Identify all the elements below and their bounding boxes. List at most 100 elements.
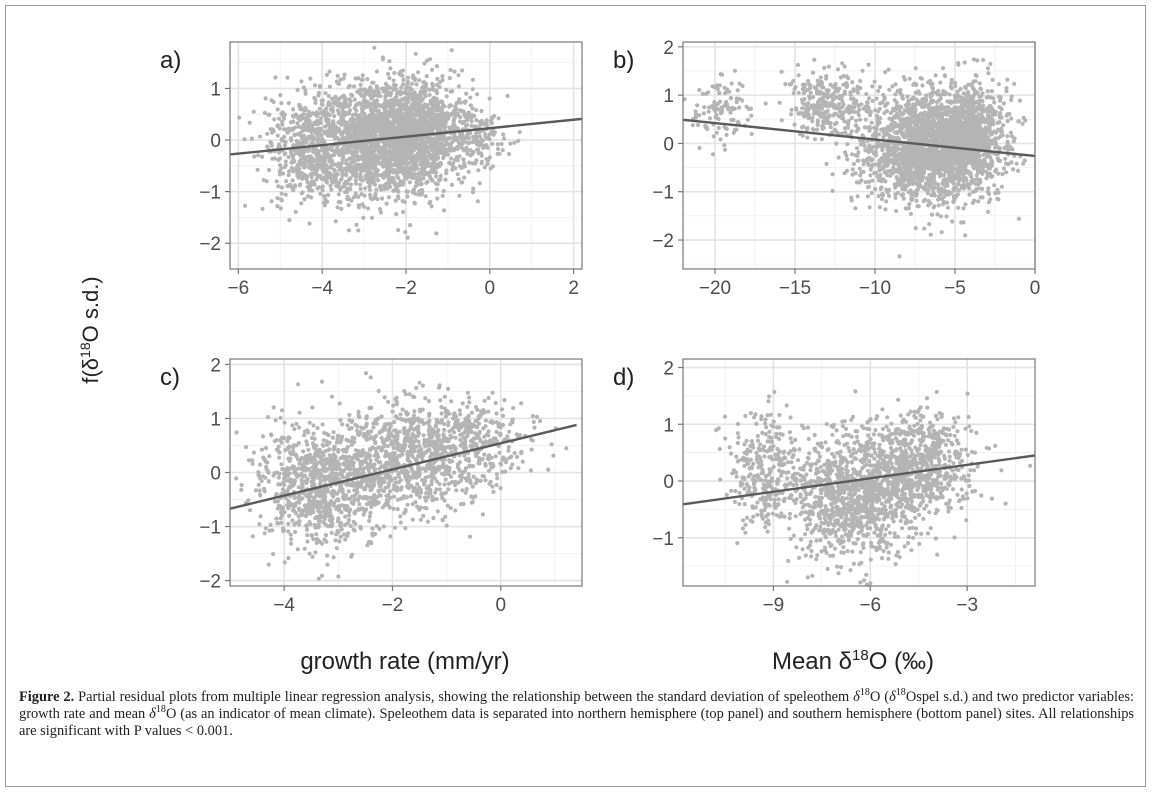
data-point [926, 110, 932, 115]
data-point [400, 82, 406, 87]
data-point [351, 159, 356, 164]
data-point [884, 126, 889, 131]
data-point [350, 112, 355, 117]
data-point [395, 90, 400, 95]
data-point [392, 153, 397, 158]
data-point [369, 215, 375, 220]
data-point [952, 172, 957, 177]
data-point [261, 178, 266, 183]
data-point [470, 77, 475, 82]
data-point [824, 161, 829, 166]
data-point [877, 84, 883, 90]
data-point [855, 158, 860, 163]
data-point [277, 126, 282, 131]
data-point [905, 94, 910, 99]
data-point [302, 155, 307, 160]
data-point [895, 190, 900, 195]
data-point [363, 103, 368, 108]
data-point [409, 174, 414, 179]
data-point [874, 143, 879, 148]
data-point [351, 172, 356, 177]
data-point [457, 164, 462, 169]
data-point [396, 100, 401, 105]
data-point [414, 82, 419, 87]
data-point [405, 110, 411, 115]
data-point [314, 177, 319, 182]
data-point [382, 170, 387, 175]
data-point [343, 98, 348, 103]
data-point [469, 119, 474, 124]
data-point [430, 67, 435, 72]
data-point [242, 137, 247, 142]
data-point [420, 85, 425, 90]
data-point [462, 175, 467, 180]
data-point [296, 175, 301, 180]
data-point [385, 142, 390, 147]
data-point [291, 143, 296, 148]
data-point [380, 196, 385, 201]
data-point [373, 89, 378, 94]
data-point [926, 188, 931, 193]
data-point [405, 189, 411, 194]
data-point [411, 102, 417, 107]
data-point [435, 145, 440, 150]
data-point [323, 91, 328, 96]
data-point [392, 70, 397, 76]
data-point [424, 74, 429, 79]
data-point [869, 164, 874, 169]
data-point [258, 134, 263, 139]
data-point [903, 173, 908, 178]
data-point [324, 148, 329, 153]
data-point [459, 109, 464, 114]
data-point [385, 166, 390, 171]
data-point [347, 83, 352, 88]
data-point [887, 116, 892, 121]
data-point [963, 202, 968, 207]
data-point [850, 167, 855, 172]
data-point [899, 110, 904, 116]
data-point [337, 104, 342, 109]
data-point [906, 124, 911, 129]
data-point [318, 116, 323, 121]
data-point [344, 186, 349, 191]
data-point [922, 165, 927, 170]
data-point [874, 113, 880, 118]
data-point [433, 115, 438, 120]
data-point [882, 152, 887, 157]
data-point [291, 107, 296, 112]
x-tick-label: −4 [311, 278, 333, 299]
data-point [400, 130, 405, 135]
data-point [396, 130, 401, 136]
data-point [278, 93, 283, 98]
data-point [490, 115, 495, 120]
data-point [350, 145, 355, 150]
data-point [1016, 216, 1022, 221]
data-point [431, 96, 436, 101]
data-point [867, 143, 872, 148]
data-point [305, 159, 310, 164]
data-point [383, 119, 388, 124]
data-point [928, 201, 933, 206]
data-point [249, 136, 254, 141]
data-point [387, 59, 392, 64]
data-point [884, 187, 889, 192]
data-point [885, 158, 890, 163]
data-point [920, 177, 925, 182]
data-point [386, 195, 391, 200]
data-point [379, 117, 384, 122]
data-point [289, 138, 294, 143]
data-point [269, 98, 274, 103]
data-point [936, 197, 941, 202]
data-point [387, 183, 392, 188]
data-point [346, 130, 351, 136]
data-point [407, 155, 412, 160]
data-point [381, 164, 386, 169]
data-point [300, 176, 305, 181]
data-point [919, 174, 924, 179]
data-point [900, 186, 905, 191]
data-point [312, 120, 317, 125]
data-point [893, 92, 898, 97]
data-point [313, 100, 318, 105]
data-point [996, 171, 1001, 176]
data-point [299, 113, 304, 118]
